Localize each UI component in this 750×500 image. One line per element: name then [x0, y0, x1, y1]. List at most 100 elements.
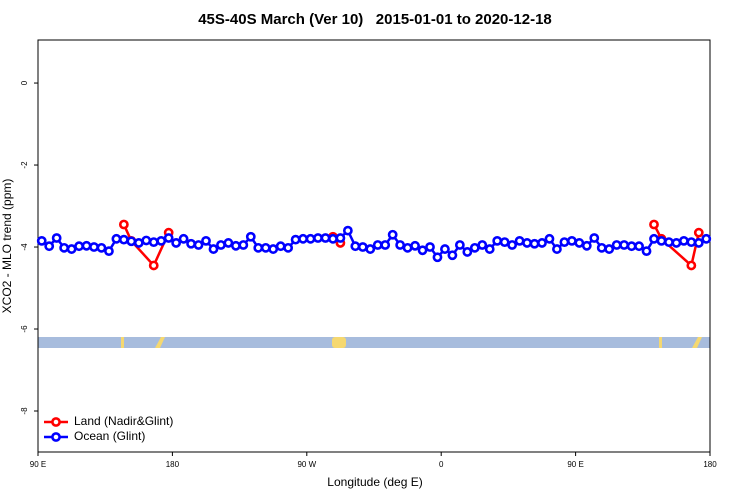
- x-tick-label: 0: [439, 460, 444, 469]
- y-tick-label: -6: [20, 325, 29, 333]
- legend: Land (Nadir&Glint)Ocean (Glint): [44, 414, 173, 443]
- plot-frame: [37, 39, 711, 453]
- x-tick-label: 180: [703, 460, 717, 469]
- data-point: [230, 240, 241, 251]
- data-point: [604, 244, 615, 254]
- data-point: [275, 241, 286, 252]
- y-tick-label: -2: [20, 161, 29, 169]
- ocean-strip: [38, 337, 710, 348]
- y-tick-label: -8: [20, 407, 29, 415]
- data-point: [171, 238, 182, 248]
- data-point: [574, 238, 585, 248]
- data-point: [350, 241, 361, 252]
- data-point: [74, 241, 84, 252]
- land-patch: [332, 337, 346, 348]
- data-point: [36, 235, 47, 246]
- data-point: [178, 233, 189, 244]
- data-point: [365, 244, 376, 254]
- data-point: [320, 233, 331, 243]
- data-point: [283, 242, 294, 253]
- data-point: [387, 229, 398, 240]
- data-point: [148, 237, 159, 248]
- data-point: [559, 237, 570, 248]
- data-point: [268, 244, 279, 254]
- data-point: [507, 240, 518, 250]
- data-point: [634, 241, 644, 252]
- data-point: [671, 238, 682, 248]
- data-point: [313, 233, 323, 243]
- data-point: [372, 240, 383, 250]
- data-point: [118, 219, 129, 230]
- data-point: [649, 233, 659, 244]
- data-point: [126, 236, 137, 247]
- data-point: [81, 240, 92, 251]
- data-point: [664, 237, 674, 248]
- data-point: [469, 242, 480, 253]
- chart-title: 45S-40S March (Ver 10) 2015-01-01 to 202…: [198, 11, 552, 28]
- data-point: [499, 237, 510, 248]
- data-point: [537, 238, 547, 248]
- x-tick-label: 180: [166, 460, 180, 469]
- data-point: [156, 235, 167, 246]
- data-point: [589, 233, 600, 243]
- data-point: [133, 238, 144, 248]
- data-point: [484, 244, 495, 254]
- legend-marker: [51, 432, 61, 442]
- data-point: [201, 235, 211, 246]
- data-point: [44, 241, 55, 252]
- data-point: [305, 233, 316, 244]
- data-point: [223, 238, 234, 248]
- x-tick-label: 90 E: [567, 460, 583, 469]
- x-tick-label: 90 W: [297, 460, 316, 469]
- data-point: [96, 242, 107, 253]
- data-point: [208, 244, 219, 254]
- data-point: [342, 225, 353, 236]
- data-point: [619, 240, 630, 250]
- data-point: [447, 250, 458, 261]
- data-point: [290, 234, 301, 245]
- data-point: [693, 238, 704, 248]
- data-point: [529, 238, 540, 249]
- data-point: [477, 240, 488, 250]
- data-point: [454, 240, 465, 250]
- data-point: [186, 238, 196, 249]
- data-point: [701, 233, 712, 244]
- y-axis-label: XCO2 - MLO trend (ppm): [0, 179, 14, 314]
- data-point: [552, 244, 562, 254]
- land-patch: [121, 337, 124, 348]
- data-point: [111, 233, 122, 244]
- data-point: [544, 233, 555, 244]
- data-point: [238, 240, 249, 250]
- legend-label: Ocean (Glint): [74, 429, 145, 443]
- data-point: [402, 242, 413, 253]
- data-point: [298, 233, 308, 244]
- data-point: [335, 233, 346, 243]
- data-point: [163, 233, 174, 243]
- data-point: [462, 247, 473, 257]
- data-point: [641, 246, 652, 257]
- data-point: [66, 244, 77, 254]
- data-point: [328, 233, 338, 244]
- data-point: [51, 233, 62, 243]
- data-point: [357, 242, 368, 252]
- data-point: [686, 260, 697, 271]
- data-point: [410, 240, 420, 251]
- surface-strip: [38, 337, 710, 348]
- data-point: [118, 234, 129, 245]
- data-point: [260, 242, 271, 253]
- data-point: [148, 260, 159, 271]
- data-point: [216, 240, 226, 250]
- data-point: [522, 238, 532, 248]
- data-point: [104, 246, 114, 257]
- data-point: [656, 235, 667, 246]
- data-point: [581, 240, 592, 251]
- data-point: [566, 235, 577, 246]
- data-point: [395, 240, 406, 250]
- data-point: [89, 242, 99, 252]
- data-point: [492, 235, 503, 246]
- data-point: [141, 235, 152, 246]
- legend-marker: [51, 417, 61, 427]
- data-point: [596, 242, 607, 253]
